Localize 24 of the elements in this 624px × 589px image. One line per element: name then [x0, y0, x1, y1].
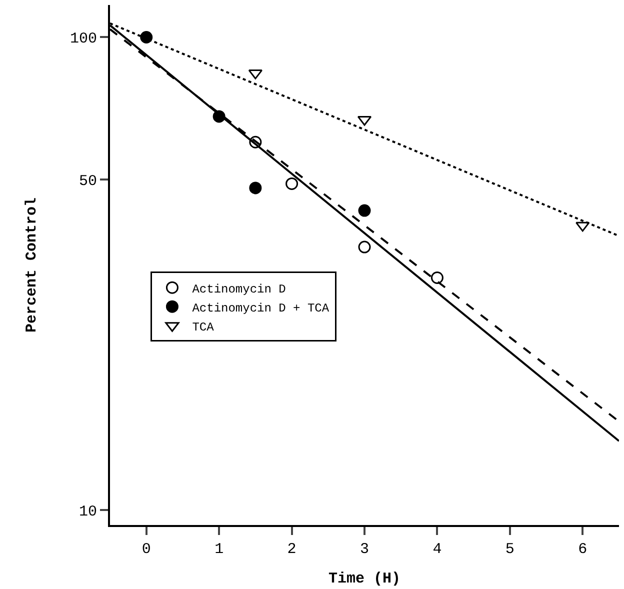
x-axis-title: Time (H) [328, 570, 401, 588]
point [358, 240, 371, 254]
point [430, 272, 444, 284]
x-tick-label: 4 [432, 541, 442, 558]
x-tick-label: 1 [214, 541, 224, 558]
point [286, 177, 298, 190]
x-tick-label: 3 [360, 541, 370, 558]
y-tick-label: 100 [70, 30, 97, 48]
point [357, 116, 372, 126]
legend-label: Actinomycin D + TCA [192, 301, 330, 316]
point [576, 222, 590, 232]
point [249, 136, 262, 148]
x-tick-label: 5 [505, 541, 514, 558]
point [140, 30, 153, 44]
x-tick-label: 2 [287, 541, 296, 558]
y-tick-label: 50 [78, 172, 97, 190]
point [249, 182, 262, 194]
point [358, 204, 371, 217]
y-axis-title: Percent Control [24, 197, 41, 333]
x-tick-label: 0 [142, 541, 151, 558]
legend-label: TCA [192, 320, 215, 334]
y-tick-label: 10 [78, 503, 97, 520]
x-tick-label: 6 [578, 541, 588, 558]
legend-label: Actinomycin D [192, 282, 286, 296]
